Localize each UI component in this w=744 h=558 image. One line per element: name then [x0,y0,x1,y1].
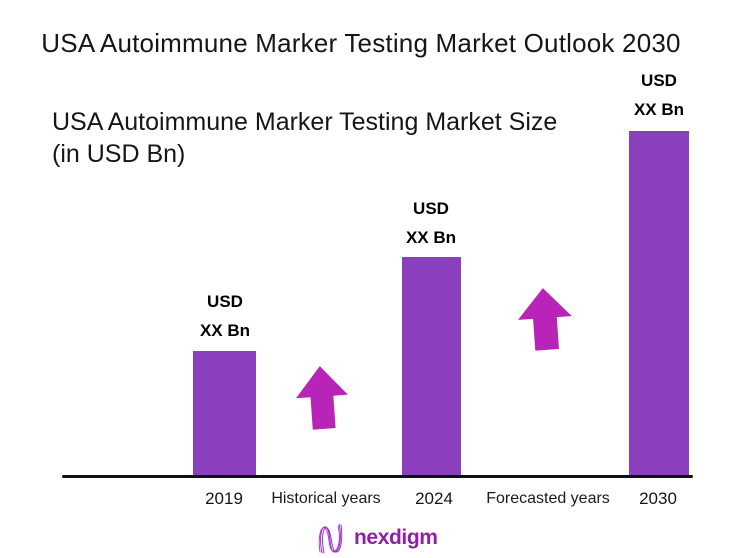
chart-subtitle-line2: (in USD Bn) [52,140,186,168]
amount-text: XX Bn [633,100,685,119]
bar-value-label-2030: USD XX Bn [634,66,684,124]
usd-text: USD [207,292,243,311]
period-label-historical: Historical years [271,490,381,507]
amount-text: XX Bn [199,321,251,340]
chart-subtitle: USA Autoimmune Marker Testing Market Siz… [52,106,632,170]
nexdigm-logo: nexdigm [318,521,438,555]
nexdigm-logo-icon [318,523,343,554]
usd-text: USD [413,199,449,218]
x-tick-2024: 2024 [415,489,453,508]
x-tick-2030: 2030 [639,489,677,508]
x-tick-2019: 2019 [205,489,243,508]
chart-subtitle-line1: USA Autoimmune Marker Testing Market Siz… [52,108,558,136]
bar-value-label-2024: USD XX Bn [406,194,456,252]
usd-text: USD [641,71,677,90]
page-title: USA Autoimmune Marker Testing Market Out… [41,28,681,58]
amount-text: XX Bn [405,228,457,247]
bar-2019 [193,351,256,477]
bar-2024 [402,257,461,477]
x-axis-line [62,475,693,478]
growth-arrow-icon [294,364,350,430]
bar-2030 [629,131,689,477]
bar-value-label-2019: USD XX Bn [200,287,250,345]
nexdigm-logo-text: nexdigm [354,526,438,549]
period-label-forecasted: Forecasted years [486,490,610,507]
growth-arrow-icon [516,286,574,352]
